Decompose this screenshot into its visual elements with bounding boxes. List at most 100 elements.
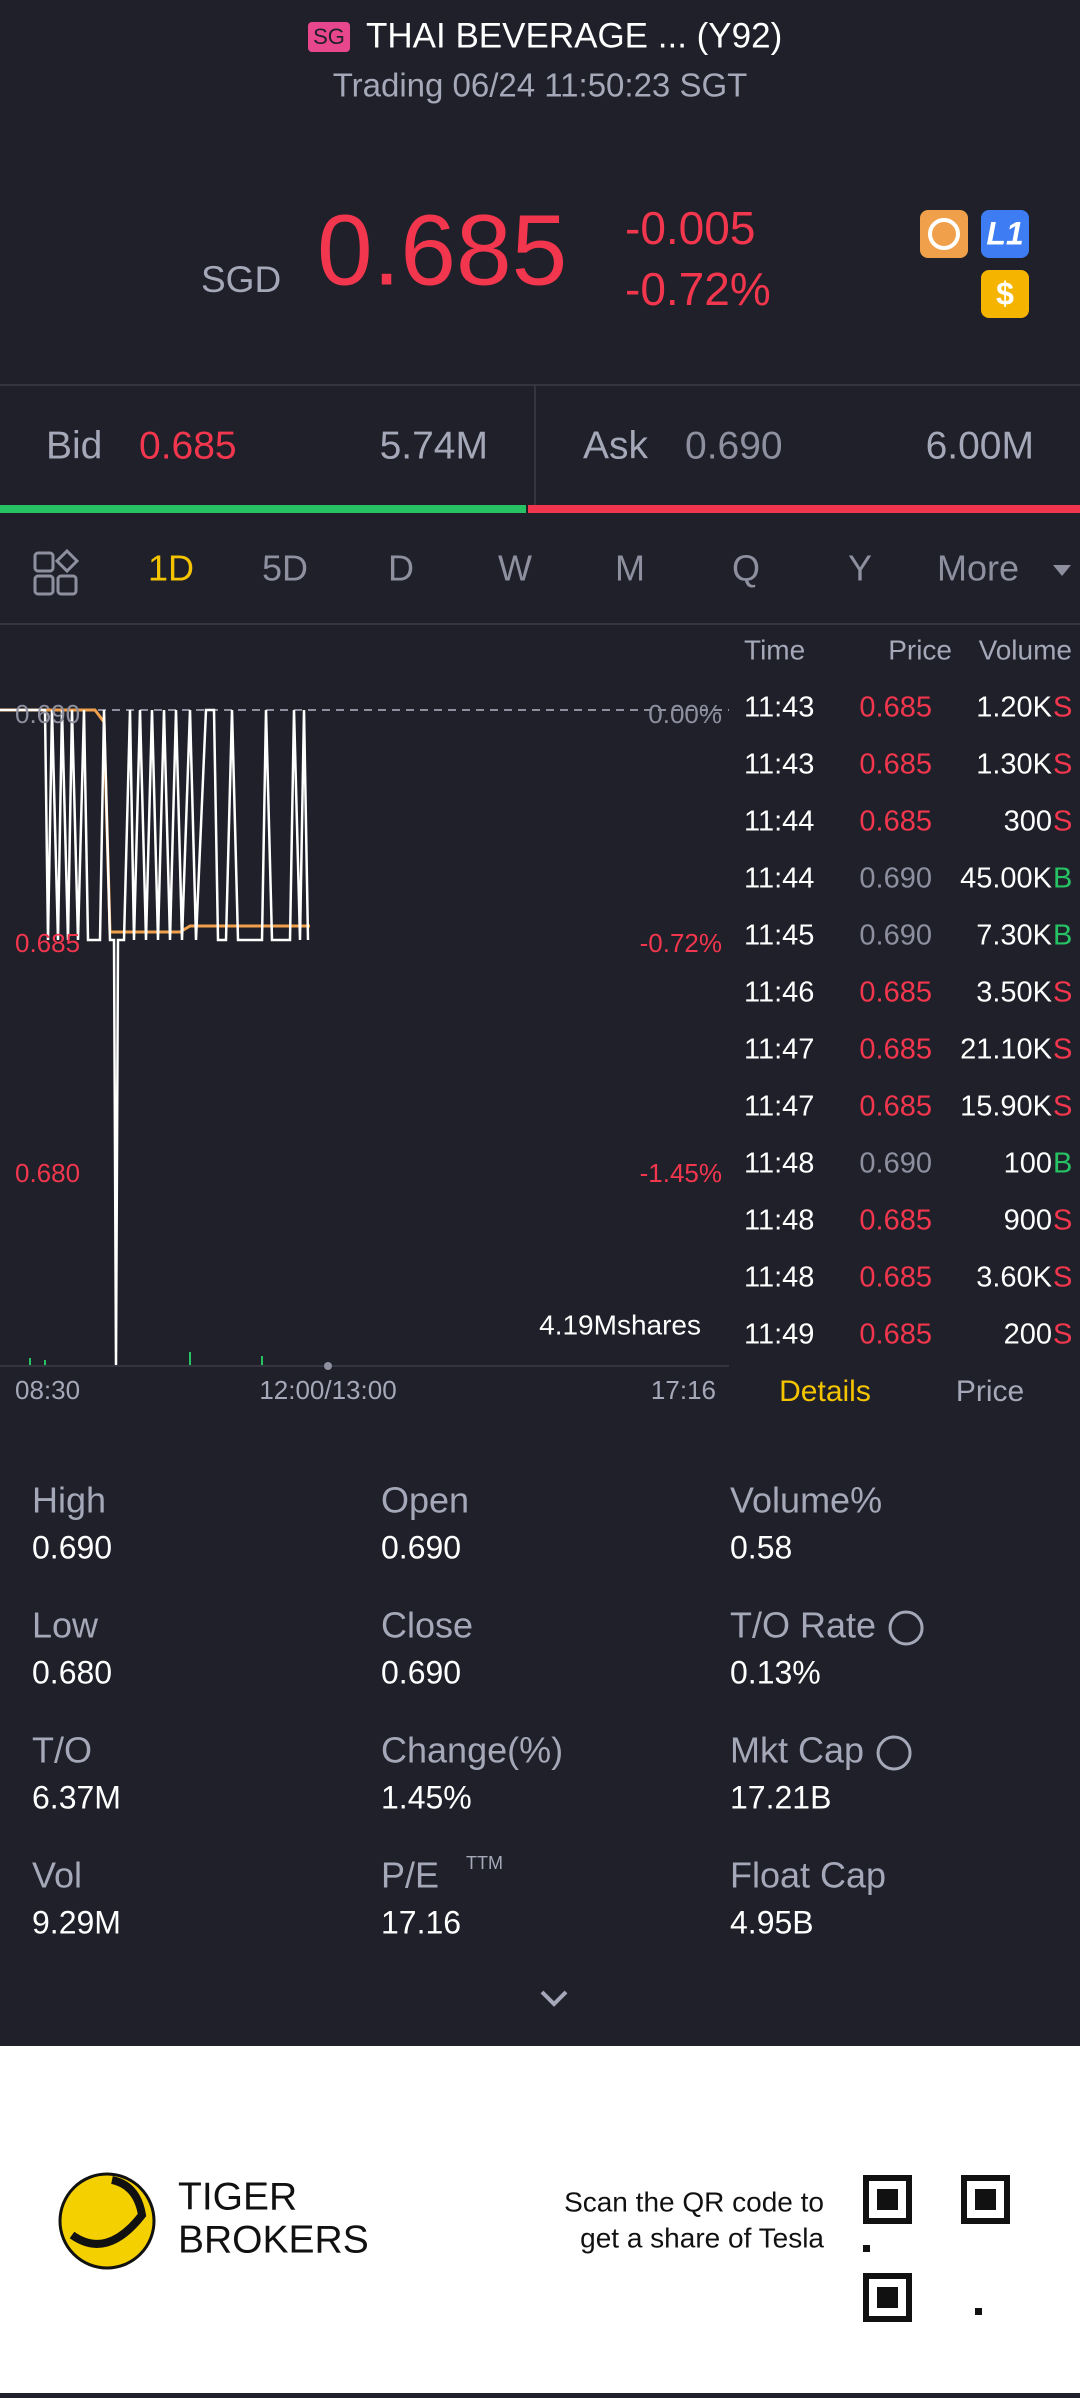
ask-label: Ask [583, 424, 649, 467]
trade-price: 0.685 [859, 749, 932, 781]
trade-header: Price [888, 634, 952, 665]
tab[interactable]: 5D [262, 548, 308, 589]
detail-tab[interactable]: Details [779, 1375, 871, 1408]
stat-label: Change(%) [381, 1730, 563, 1771]
stat-label: T/O [32, 1730, 92, 1771]
price-label: 0.685 [15, 928, 80, 958]
trade-time: 11:44 [744, 806, 814, 838]
stat-label: Low [32, 1605, 99, 1646]
qr-cell [975, 2308, 982, 2315]
trade-side: S [1053, 1205, 1072, 1237]
bid-label: Bid [46, 424, 102, 467]
stat-value: 1.45% [381, 1779, 472, 1815]
stat-label: Volume% [730, 1480, 882, 1521]
price: 0.685 [317, 194, 567, 306]
detail-tab[interactable]: Price [956, 1375, 1024, 1408]
expand[interactable] [540, 1990, 568, 2007]
info-icon[interactable] [888, 1610, 924, 1646]
tab[interactable]: Y [848, 548, 872, 589]
pct-label: -1.45% [640, 1158, 722, 1188]
icon-glyph [928, 218, 960, 250]
stat-label: High [32, 1480, 106, 1521]
qr-finder [961, 2175, 1010, 2224]
tab[interactable]: W [498, 548, 532, 589]
bid-bar [0, 505, 526, 513]
trade-header: Volume [979, 634, 1072, 665]
icon[interactable] [981, 270, 1029, 318]
tab[interactable]: 1D [148, 548, 194, 589]
stat-value: 0.690 [381, 1529, 461, 1565]
trade-price: 0.685 [859, 1205, 932, 1237]
trade-volume: 200 [1004, 1319, 1052, 1351]
trade-side: S [1053, 1319, 1072, 1351]
session-dot [324, 1362, 332, 1370]
change-pct: -0.72% [625, 263, 771, 315]
qr-cell [863, 2245, 870, 2252]
bid-size: 5.74M [380, 424, 488, 467]
trade-side: S [1053, 1262, 1072, 1294]
tab[interactable]: More [937, 548, 1019, 589]
layout-icon[interactable] [33, 548, 80, 596]
trade-volume: 100 [1004, 1148, 1052, 1180]
ask-size: 6.00M [926, 424, 1034, 467]
qr-finder [877, 2189, 898, 2210]
icon[interactable] [920, 210, 968, 258]
stat-value: 0.58 [730, 1529, 792, 1565]
trade-price: 0.685 [859, 1262, 932, 1294]
qr-finder [863, 2273, 912, 2322]
trade-side: S [1053, 806, 1072, 838]
stat-value: 6.37M [32, 1779, 121, 1815]
tab[interactable]: M [615, 548, 645, 589]
trade-side: S [1053, 749, 1072, 781]
stat-sup: TTM [466, 1853, 503, 1873]
trade-side: S [1053, 1034, 1072, 1066]
trade-side: B [1053, 1148, 1072, 1180]
trade-time: 11:48 [744, 1205, 814, 1237]
stat-value: 0.690 [381, 1654, 461, 1690]
trade-side: S [1053, 977, 1072, 1009]
tab[interactable]: D [388, 548, 414, 589]
trade-price: 0.685 [859, 806, 932, 838]
title: THAI BEVERAGE ... (Y92) [366, 16, 782, 55]
ask: 0.690 [685, 424, 783, 467]
footer [0, 2046, 1080, 2393]
qr-finder [877, 2287, 898, 2308]
stat-value: 0.13% [730, 1654, 821, 1690]
trade-volume: 900 [1004, 1205, 1052, 1237]
stat-label: Vol [32, 1855, 82, 1896]
x-label: 17:16 [651, 1375, 716, 1405]
trade-time: 11:46 [744, 977, 814, 1009]
trade-side: B [1053, 920, 1072, 952]
x-label: 12:00/13:00 [259, 1375, 396, 1405]
trade-volume: 1.20K [976, 692, 1052, 724]
more-arrow[interactable] [1053, 565, 1071, 576]
stat-label: P/E [381, 1855, 439, 1896]
brand: BROKERS [178, 2218, 369, 2261]
trade-side: S [1053, 692, 1072, 724]
trade-side: S [1053, 1091, 1072, 1123]
market-badge: SG [313, 24, 345, 49]
brand: TIGER [178, 2175, 297, 2218]
pct-label: -0.72% [640, 928, 722, 958]
volume-bars [29, 1352, 263, 1366]
trade-volume: 7.30K [976, 920, 1052, 952]
price-line [0, 708, 310, 1366]
trade-volume: 3.60K [976, 1262, 1052, 1294]
trade-price: 0.685 [859, 692, 932, 724]
icon[interactable] [981, 210, 1029, 258]
icon-glyph: $ [996, 275, 1014, 311]
trade-time: 11:48 [744, 1262, 814, 1294]
tab[interactable]: Q [732, 548, 760, 589]
trade-price: 0.690 [859, 920, 932, 952]
market-badge-bg [308, 22, 350, 52]
trade-price: 0.685 [859, 1091, 932, 1123]
promo: Scan the QR code to [564, 2186, 824, 2217]
currency: SGD [201, 259, 281, 300]
ask-bar [528, 505, 1080, 513]
info-icon[interactable] [876, 1735, 912, 1771]
promo: get a share of Tesla [580, 2222, 824, 2253]
trade-price: 0.690 [859, 1148, 932, 1180]
trade-price: 0.685 [859, 977, 932, 1009]
